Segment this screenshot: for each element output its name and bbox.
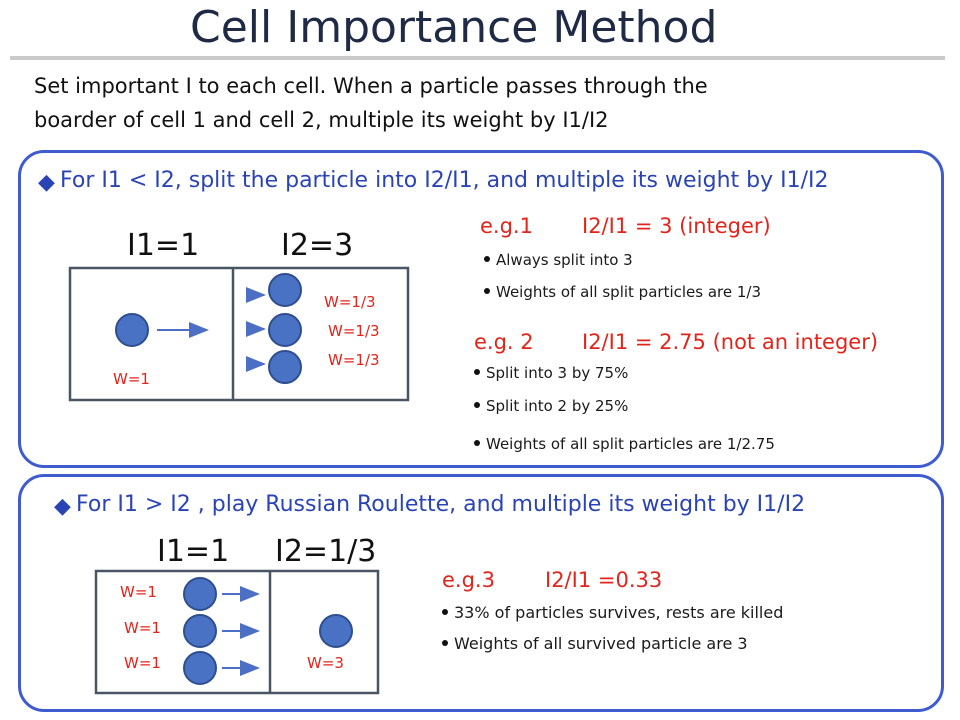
weight-label-incoming: W=1 <box>124 619 161 637</box>
particle <box>268 313 302 347</box>
diamond-bullet-icon: ◆ <box>54 494 71 519</box>
example-1-ratio: I2/I1 = 3 (integer) <box>582 214 771 238</box>
cell2-importance-label: I2=1/3 <box>275 534 377 569</box>
page-title: Cell Importance Method <box>190 2 718 53</box>
weight-label-incoming: W=1 <box>113 370 150 388</box>
example-3-bullet: 33% of particles survives, rests are kil… <box>442 603 783 622</box>
weight-label-split: W=1/3 <box>324 293 376 311</box>
cell1-importance-label: I1=1 <box>127 228 200 263</box>
weight-label-split: W=1/3 <box>328 322 380 340</box>
example-3-title: e.g.3 <box>442 568 495 592</box>
weight-label-survivor: W=3 <box>307 654 344 672</box>
roulette-heading: For I1 > I2 , play Russian Roulette, and… <box>76 492 806 517</box>
example-2-bullet: Weights of all split particles are 1/2.7… <box>474 435 775 453</box>
roulette-panel <box>18 474 944 712</box>
particle <box>319 614 353 648</box>
cells-box <box>68 266 410 402</box>
example-3-ratio: I2/I1 =0.33 <box>545 568 663 592</box>
particle <box>183 614 217 648</box>
particle <box>183 651 217 685</box>
weight-label-split: W=1/3 <box>328 351 380 369</box>
particle <box>268 273 302 307</box>
split-panel <box>18 150 944 468</box>
intro-line-1: Set important I to each cell. When a par… <box>34 74 708 98</box>
title-underline <box>10 56 945 60</box>
weight-label-incoming: W=1 <box>124 654 161 672</box>
particle <box>268 350 302 384</box>
example-2-ratio: I2/I1 = 2.75 (not an integer) <box>582 330 879 354</box>
cells-box <box>94 569 380 695</box>
particle <box>183 577 217 611</box>
example-1-bullet: Weights of all split particles are 1/3 <box>484 283 761 301</box>
cell1-importance-label: I1=1 <box>157 534 230 569</box>
intro-line-2: boarder of cell 1 and cell 2, multiple i… <box>34 108 609 132</box>
cell2-importance-label: I2=3 <box>281 228 354 263</box>
diamond-bullet-icon: ◆ <box>38 170 55 195</box>
example-2-bullet: Split into 3 by 75% <box>474 364 628 382</box>
example-3-bullet: Weights of all survived particle are 3 <box>442 634 748 653</box>
weight-label-incoming: W=1 <box>120 583 157 601</box>
split-heading: For I1 < I2, split the particle into I2/… <box>60 168 829 193</box>
example-1-bullet: Always split into 3 <box>484 251 633 269</box>
example-2-title: e.g. 2 <box>474 330 534 354</box>
particle <box>115 313 149 347</box>
example-2-bullet: Split into 2 by 25% <box>474 397 628 415</box>
example-1-title: e.g.1 <box>480 214 533 238</box>
